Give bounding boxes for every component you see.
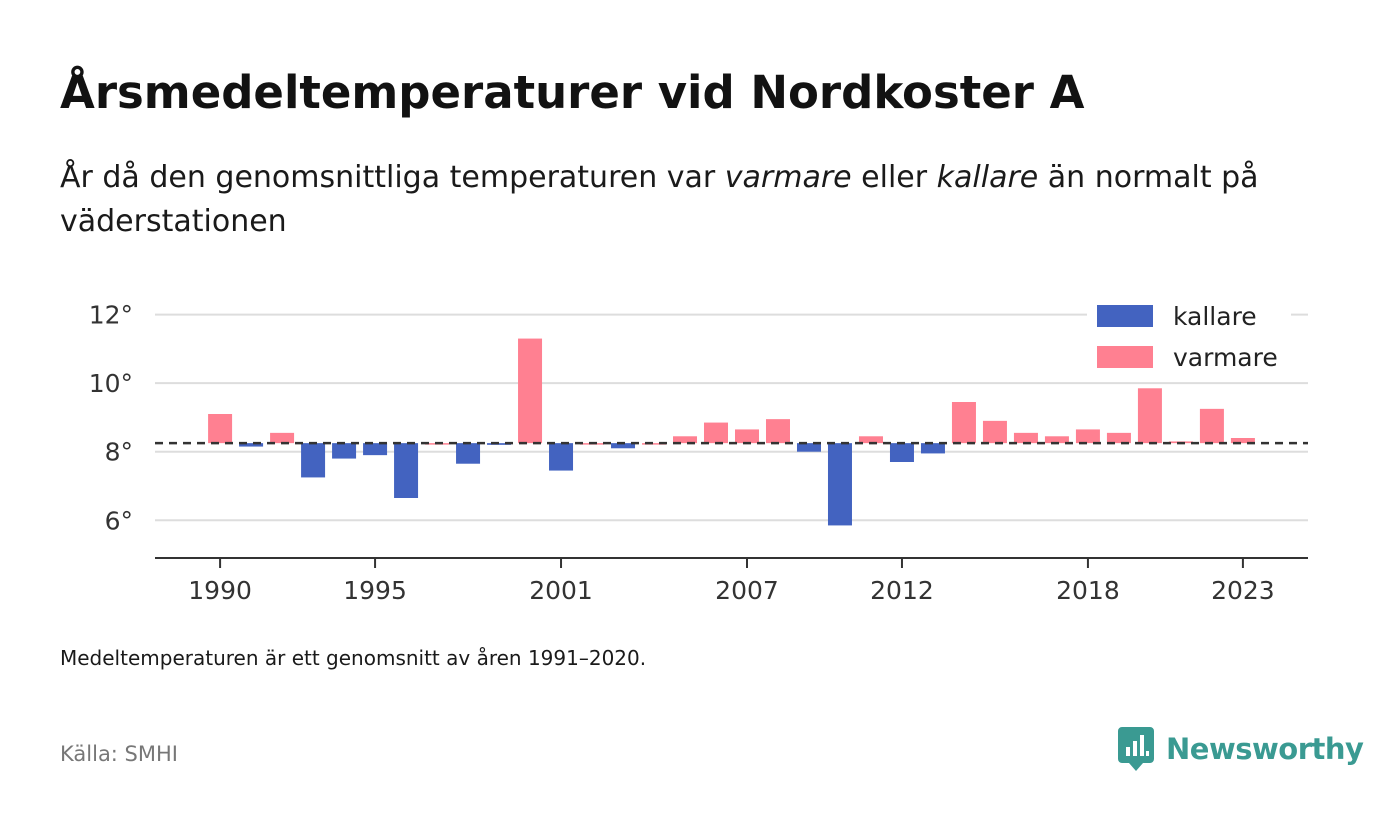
bar-2017 (1044, 436, 1069, 444)
bar-1991 (239, 443, 264, 447)
legend-label-varmare: varmare (1173, 343, 1278, 372)
x-tick-label: 1995 (343, 576, 407, 605)
bar-2005 (673, 436, 698, 444)
bar-2016 (1013, 432, 1038, 444)
legend-label-kallare: kallare (1173, 302, 1257, 331)
bar-2020 (1137, 388, 1162, 444)
x-tick-label: 2001 (529, 576, 593, 605)
bar-1995 (363, 443, 388, 456)
bar-2003 (611, 443, 636, 449)
x-axis-ticks: 1990 1995 2001 2007 2012 2018 2023 (188, 558, 1275, 605)
legend-swatch-kallare (1097, 305, 1153, 327)
newsworthy-logo-icon (1118, 727, 1154, 771)
y-axis-ticks: 6° 8° 10° 12° (89, 301, 133, 536)
bar-1999 (487, 443, 512, 445)
bar-2012 (889, 443, 914, 462)
subtitle-emphasis-kallare: kallare (936, 160, 1039, 195)
x-tick-label: 2018 (1056, 576, 1120, 605)
bar-2018 (1075, 429, 1100, 444)
subtitle-emphasis-varmare: varmare (724, 160, 852, 195)
page-title: Årsmedeltemperaturer vid Nordkoster A (60, 66, 1085, 119)
bar-2022 (1199, 408, 1224, 444)
y-tick-label: 12° (89, 301, 133, 330)
x-tick-label: 2023 (1211, 576, 1275, 605)
bar-2023 (1230, 438, 1255, 444)
bar-2010 (827, 443, 852, 526)
bar-2011 (858, 436, 883, 444)
brand-name: Newsworthy (1166, 732, 1364, 766)
bar-2014 (951, 402, 976, 444)
bar-2008 (765, 419, 790, 444)
subtitle-text-3: än normalt på väderstationen (60, 160, 1259, 239)
legend-swatch-varmare (1097, 346, 1153, 368)
bar-2019 (1106, 432, 1131, 444)
y-tick-label: 8° (105, 438, 133, 467)
bar-2000 (518, 338, 543, 444)
subtitle-text-2: eller (851, 160, 937, 195)
page-subtitle: År då den genomsnittliga temperaturen va… (60, 156, 1350, 244)
bar-2004 (642, 443, 667, 445)
bar-1998 (456, 443, 481, 464)
bar-1994 (332, 443, 357, 459)
bar-2007 (734, 429, 759, 444)
bar-1992 (270, 432, 295, 444)
bars (208, 338, 1255, 526)
x-tick-label: 2007 (715, 576, 779, 605)
legend: kallare varmare (1087, 294, 1291, 380)
bar-1990 (208, 414, 233, 444)
bar-2009 (796, 443, 821, 452)
source-credit: Källa: SMHI (60, 742, 178, 766)
bar-2006 (704, 422, 729, 444)
footnote: Medeltemperaturen är ett genomsnitt av å… (60, 646, 647, 670)
bar-2013 (920, 443, 945, 454)
brand-logo: Newsworthy (1118, 726, 1364, 772)
subtitle-text-1: År då den genomsnittliga temperaturen va… (60, 160, 725, 195)
bar-1993 (301, 443, 326, 478)
temperature-chart: 6°8°10°12° 1990 1995 2001 2007 2012 2018 2023 … (89, 294, 1308, 605)
bar-1996 (394, 443, 419, 498)
x-tick-label: 2012 (870, 576, 934, 605)
y-tick-label: 6° (105, 506, 133, 535)
bar-2001 (549, 443, 574, 471)
y-tick-label: 10° (89, 369, 133, 398)
x-tick-label: 1990 (188, 576, 252, 605)
bar-2015 (982, 420, 1007, 444)
